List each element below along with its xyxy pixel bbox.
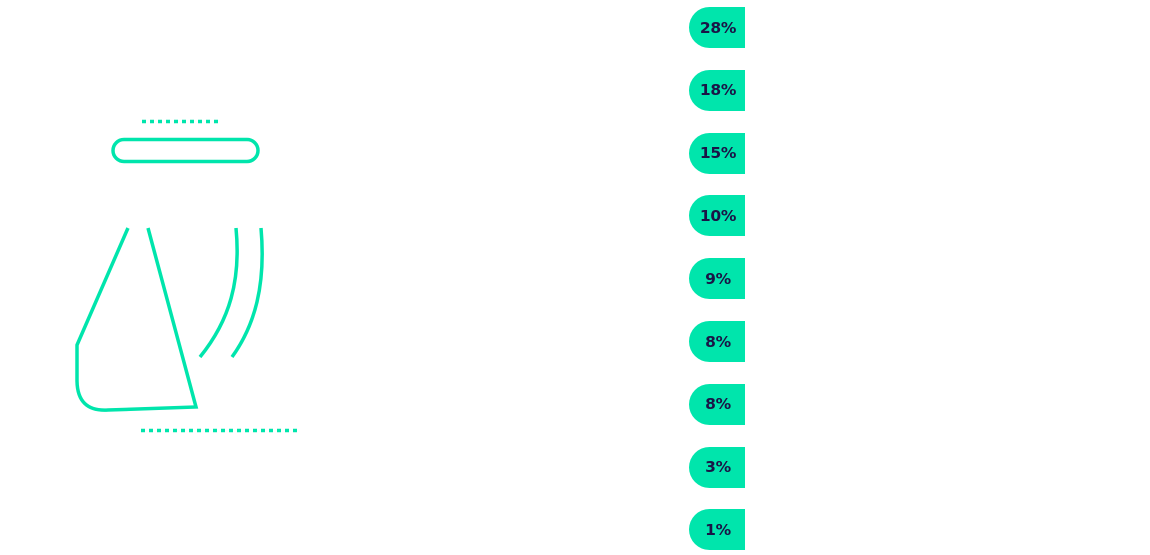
percentage-pill: 3%: [689, 446, 745, 488]
percentage-pill: 8%: [689, 383, 745, 425]
percentage-pill: 28%: [689, 7, 745, 48]
percentage-label: 1%: [705, 520, 731, 539]
percentage-pill: 8%: [689, 321, 745, 362]
percentage-label: 10%: [699, 206, 737, 225]
percentage-label: 8%: [705, 332, 731, 351]
percentage-label: 9%: [705, 269, 731, 288]
handle-bar-shape: [111, 137, 260, 164]
percentage-pill: 9%: [689, 258, 745, 300]
percentage-label: 28%: [699, 18, 737, 37]
percentage-pill: 15%: [689, 132, 745, 174]
percentage-label: 18%: [699, 81, 737, 100]
percentage-label: 8%: [705, 395, 731, 414]
percentage-pill: 10%: [689, 195, 745, 237]
ironing-tool-illustration: [75, 119, 297, 433]
percentage-pill: 18%: [689, 69, 745, 111]
inner-arc-shape: [198, 227, 239, 359]
percentage-pill: 1%: [689, 509, 745, 551]
percentage-label: 3%: [705, 458, 731, 477]
iron-body-shape: [75, 227, 199, 412]
outer-arc-shape: [230, 227, 264, 359]
percentage-label: 15%: [699, 144, 737, 163]
